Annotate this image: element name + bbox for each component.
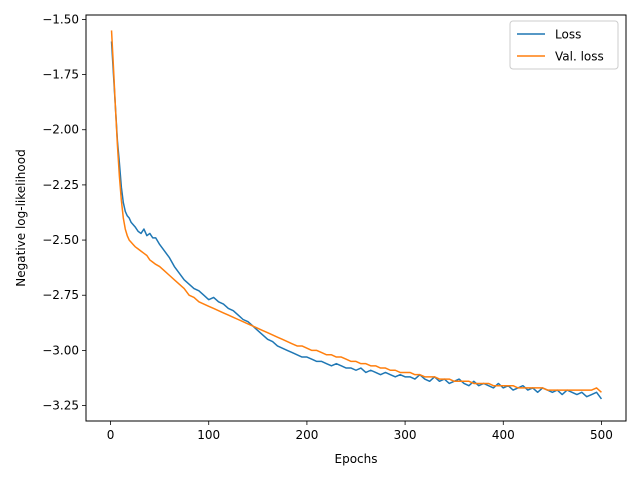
y-axis: −1.50 −1.75 −2.00 −2.25 −2.50 −2.75 −3.00 −3.25 (42, 12, 86, 413)
y-tick-label: −2.00 (42, 123, 79, 137)
x-tick-label: 500 (590, 428, 613, 442)
x-tick-label: 0 (107, 428, 115, 442)
x-tick-label: 400 (492, 428, 515, 442)
axes-frame (85, 14, 627, 422)
series-line-loss (110, 41, 603, 400)
x-tick-label: 100 (197, 428, 220, 442)
y-axis-label: Negative log-likelihood (14, 149, 28, 286)
x-axis: 0 100 200 300 400 500 (107, 421, 613, 442)
legend-label-val-loss: Val. loss (555, 50, 604, 64)
y-tick-label: −2.50 (42, 233, 79, 247)
plot-area (85, 14, 627, 422)
series-layer (110, 30, 603, 400)
x-tick-label: 300 (394, 428, 417, 442)
y-tick-label: −2.75 (42, 288, 79, 302)
y-tick-label: −1.50 (42, 12, 79, 26)
y-tick-label: −3.00 (42, 343, 79, 357)
series-line-val-loss (110, 30, 602, 393)
legend-label-loss: Loss (555, 28, 581, 42)
x-tick-label: 200 (295, 428, 318, 442)
y-tick-label: −2.25 (42, 178, 79, 192)
y-tick-label: −1.75 (42, 68, 79, 82)
legend-box (509, 20, 619, 70)
x-axis-label: Epochs (335, 452, 378, 466)
legend: Loss Val. loss (509, 20, 619, 70)
y-tick-label: −3.25 (42, 399, 79, 413)
